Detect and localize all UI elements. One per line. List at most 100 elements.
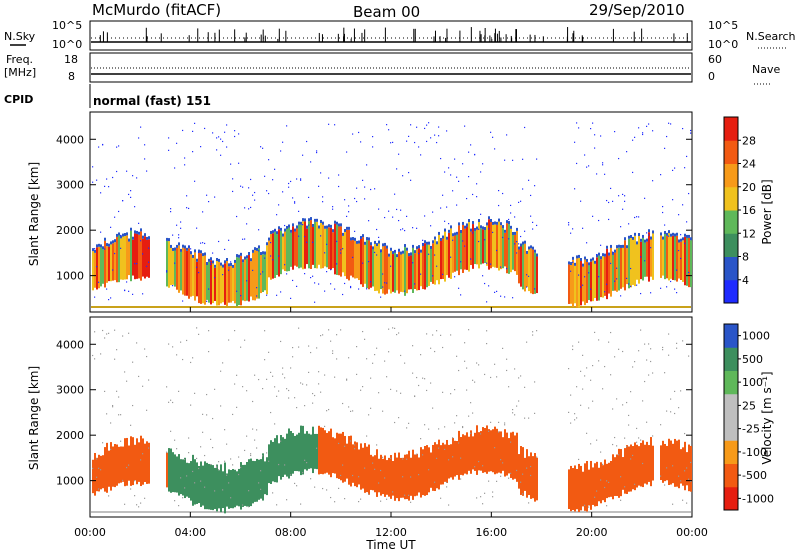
scatter-fringe — [584, 256, 586, 260]
scatter-dot — [680, 480, 682, 482]
colorbar-swatch — [724, 417, 738, 441]
scatter-dot — [148, 247, 150, 249]
scatter-fringe — [444, 228, 446, 232]
scatter-dot — [324, 425, 326, 428]
scatter-dot — [116, 170, 118, 173]
scatter-column — [220, 265, 222, 304]
scatter-dot — [216, 465, 218, 467]
scatter-dot — [402, 228, 404, 230]
scatter-dot — [378, 482, 380, 484]
scatter-dot — [230, 163, 232, 165]
scatter-dot — [290, 474, 292, 476]
scatter-column — [394, 252, 396, 293]
scatter-dot — [222, 489, 224, 491]
scatter-fringe — [470, 228, 472, 232]
scatter-column — [412, 247, 414, 293]
scatter-column — [636, 444, 638, 488]
scatter-column — [94, 452, 96, 496]
scatter-column — [326, 228, 328, 268]
scatter-dot — [596, 253, 598, 256]
scatter-dot — [468, 329, 470, 331]
scatter-dot — [140, 126, 142, 128]
colorbar-tick-label: 8 — [742, 251, 749, 264]
scatter-dot — [506, 358, 508, 360]
scatter-dot — [310, 351, 312, 354]
scatter-column — [650, 437, 652, 487]
scatter-fringe — [478, 219, 480, 223]
scatter-dot — [470, 402, 472, 404]
scatter-dot — [316, 347, 318, 349]
scatter-column — [686, 237, 688, 286]
scatter-dot — [292, 197, 294, 199]
scatter-dot — [672, 465, 674, 467]
scatter-column — [168, 448, 170, 492]
scatter-fringe — [348, 226, 350, 230]
scatter-fringe — [388, 253, 390, 257]
scatter-dot — [364, 198, 366, 200]
scatter-dot — [248, 506, 250, 508]
scatter-dot — [324, 252, 326, 254]
scatter-column — [664, 443, 666, 482]
scatter-column — [684, 236, 686, 286]
scatter-dot — [180, 221, 182, 223]
scatter-column — [240, 462, 242, 510]
scatter-dot — [360, 237, 362, 239]
scatter-fringe — [222, 264, 224, 268]
scatter-dot — [182, 300, 184, 302]
scatter-dot — [168, 137, 170, 139]
scatter-dot — [684, 167, 686, 169]
scatter-dot — [108, 495, 110, 497]
scatter-dot — [522, 473, 524, 475]
scatter-dot — [490, 421, 492, 423]
scatter-dot — [252, 428, 254, 430]
scatter-dot — [374, 251, 376, 254]
scatter-dot — [610, 187, 612, 190]
scatter-column — [572, 468, 574, 511]
scatter-fringe — [386, 245, 388, 249]
scatter-column — [112, 243, 114, 281]
scatter-dot — [528, 179, 530, 181]
scatter-column — [480, 431, 482, 471]
scatter-dot — [316, 150, 318, 152]
scatter-column — [660, 235, 662, 278]
scatter-column — [138, 234, 140, 279]
scatter-dot — [500, 459, 502, 461]
scatter-column — [438, 234, 440, 285]
scatter-dot — [432, 275, 434, 277]
scatter-fringe — [104, 237, 106, 241]
scatter-dot — [402, 175, 404, 177]
scatter-dot — [238, 133, 240, 135]
scatter-dot — [262, 455, 264, 457]
scatter-column — [588, 265, 590, 301]
scatter-dot — [610, 262, 612, 265]
scatter-column — [142, 438, 144, 485]
scatter-dot — [212, 446, 214, 449]
scatter-column — [240, 255, 242, 306]
scatter-fringe — [608, 252, 610, 256]
scatter-fringe — [620, 244, 622, 248]
scatter-column — [262, 453, 264, 501]
scatter-dot — [340, 249, 342, 251]
scatter-column — [310, 220, 312, 269]
scatter-dot — [94, 331, 96, 333]
scatter-dot — [488, 480, 490, 482]
scatter-dot — [168, 401, 170, 403]
scatter-dot — [102, 329, 104, 332]
scatter-fringe — [320, 219, 322, 223]
scatter-dot — [146, 409, 148, 411]
scatter-dot — [600, 135, 602, 137]
scatter-dot — [128, 464, 130, 466]
scatter-column — [172, 250, 174, 285]
scatter-dot — [668, 122, 670, 124]
scatter-dot — [178, 234, 180, 236]
scatter-column — [196, 261, 198, 297]
scatter-dot — [524, 417, 526, 419]
scatter-column — [186, 250, 188, 296]
scatter-dot — [332, 206, 334, 208]
scatter-dot — [188, 437, 190, 439]
scatter-fringe — [380, 249, 382, 253]
scatter-dot — [506, 134, 508, 136]
scatter-dot — [424, 215, 426, 217]
scatter-fringe — [678, 239, 680, 243]
scatter-dot — [178, 237, 180, 239]
